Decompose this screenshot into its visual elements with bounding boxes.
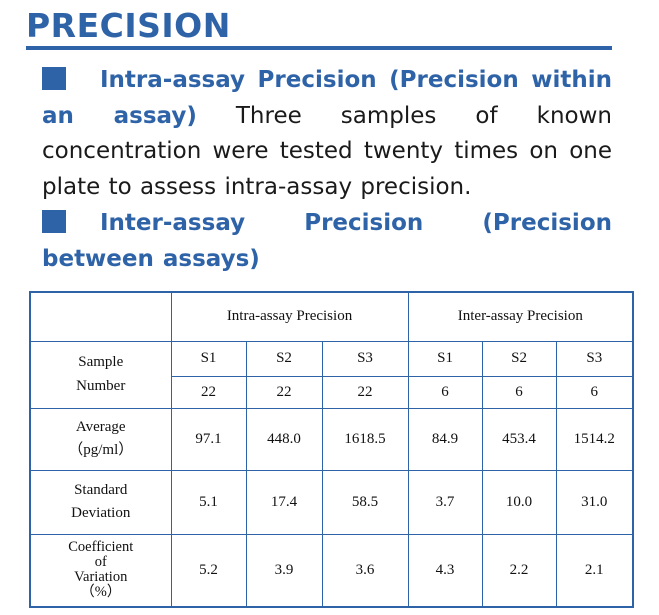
table-cell: 6 [555, 375, 634, 409]
table-cell: 22 [170, 375, 247, 409]
table-cell: 5.1 [170, 469, 247, 535]
table-cell: S1 [407, 340, 483, 377]
intra-assay-paragraph: Intra-assay Precision (Precision within … [42, 63, 612, 205]
table-row: 22 22 22 6 6 6 [30, 375, 634, 409]
intra-assay-label: Intra-assay Precision (Precision within … [42, 67, 612, 129]
table-cell: 453.4 [481, 407, 557, 471]
sample-number-label: Sample Number [29, 340, 172, 409]
header-empty-cell [29, 291, 172, 342]
table-cell: 10.0 [481, 469, 557, 535]
average-label: Average （pg/ml） [29, 407, 172, 471]
table-cell: 6 [481, 375, 557, 409]
table-cell: 3.7 [407, 469, 483, 535]
table-cell: 2.1 [555, 533, 634, 608]
table-cell: 17.4 [245, 469, 323, 535]
table-row: Average （pg/ml） 97.1 448.0 1618.5 84.9 45… [29, 407, 634, 471]
blue-square-bullet-icon [42, 67, 66, 90]
intra-assay-description: Three samples of known concentration wer… [42, 102, 612, 200]
table-cell: S3 [321, 340, 409, 377]
table-cell: 3.9 [245, 533, 323, 608]
table-row: Sample Number S1 S2 S3 S1 S2 S3 [29, 340, 634, 409]
title-underline [26, 46, 612, 50]
table-cell: S1 [170, 340, 247, 377]
table-cell: 1514.2 [555, 407, 634, 471]
table-cell: 448.0 [245, 407, 323, 471]
table-cell: 5.2 [170, 533, 247, 608]
table-cell: 1618.5 [321, 407, 409, 471]
table-cell: S3 [555, 340, 634, 377]
table-header-row: Intra-assay Precision Inter-assay Precis… [29, 291, 634, 342]
table-cell: 22 [321, 375, 409, 409]
table-cell: 22 [245, 375, 323, 409]
table-cell: 97.1 [170, 407, 247, 471]
table-cell: 6 [407, 375, 483, 409]
table-cell: 58.5 [321, 469, 409, 535]
coefficient-of-variation-label: Coefficient of Variation （%） [29, 533, 172, 608]
precision-table: Intra-assay Precision Inter-assay Precis… [29, 291, 635, 608]
table-cell: 2.2 [481, 533, 557, 608]
table-row: Coefficient of Variation （%） 5.2 3.9 3.6 4.… [29, 533, 634, 608]
inter-assay-paragraph: Inter-assay Precision (Precision between… [42, 206, 612, 277]
table-cell: 31.0 [555, 469, 634, 535]
standard-deviation-label: Standard Deviation [29, 469, 172, 535]
blue-square-bullet-icon [42, 210, 66, 233]
table-cell: 4.3 [407, 533, 483, 608]
table-cell: 84.9 [407, 407, 483, 471]
table-cell: 3.6 [321, 533, 409, 608]
header-intra-assay: Intra-assay Precision [170, 291, 409, 342]
page-title: PRECISION [26, 6, 231, 45]
inter-assay-label: Inter-assay Precision (Precision between… [42, 210, 612, 272]
header-inter-assay: Inter-assay Precision [407, 291, 634, 342]
table-cell: S2 [245, 340, 323, 377]
table-cell: S2 [481, 340, 557, 377]
table-row: Standard Deviation 5.1 17.4 58.5 3.7 10.0… [29, 469, 634, 535]
